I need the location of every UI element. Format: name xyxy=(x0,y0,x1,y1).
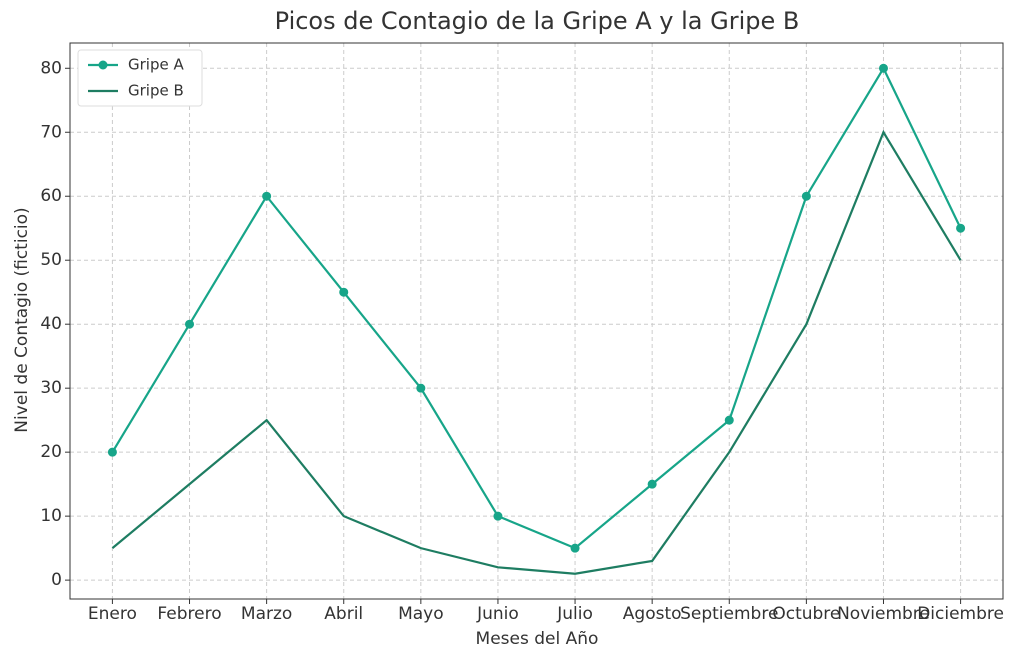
x-tick-label: Abril xyxy=(324,604,363,624)
x-tick-label: Octubre xyxy=(772,604,840,624)
legend-label: Gripe B xyxy=(128,82,184,100)
point xyxy=(262,191,272,201)
plot-frame xyxy=(69,42,1004,600)
y-tick-label: 80 xyxy=(40,58,62,78)
x-tick-label: Diciembre xyxy=(917,604,1004,624)
point xyxy=(570,543,580,553)
point xyxy=(878,63,888,73)
x-tick-label: Junio xyxy=(476,604,519,624)
point xyxy=(185,319,195,329)
x-tick-label: Mayo xyxy=(398,604,444,624)
x-tick-label: Febrero xyxy=(157,604,221,624)
x-tick-label: Noviembre xyxy=(837,604,930,624)
line xyxy=(111,65,962,550)
x-tick-label: Agosto xyxy=(623,604,682,624)
point xyxy=(107,447,117,457)
y-tick-label: 50 xyxy=(40,250,62,270)
y-tick-label: 10 xyxy=(40,506,62,526)
y-tick-label: 40 xyxy=(40,314,62,334)
x-tick-label: Enero xyxy=(88,604,137,624)
y-tick-label: 60 xyxy=(40,186,62,206)
point xyxy=(724,415,734,425)
chart-title: Picos de Contagio de la Gripe A y la Gri… xyxy=(275,7,800,35)
y-tick-label: 0 xyxy=(51,570,62,590)
x-tick-label: Septiembre xyxy=(680,604,778,624)
point xyxy=(956,223,966,233)
y-tick-label: 70 xyxy=(40,122,62,142)
x-axis-label: Meses del Año xyxy=(476,629,599,649)
x-tick-label: Julio xyxy=(556,604,593,624)
y-axis-label: Nivel de Contagio (ficticio) xyxy=(12,207,32,432)
point xyxy=(339,287,349,297)
y-tick-label: 20 xyxy=(40,442,62,462)
x-tick-label: Marzo xyxy=(241,604,292,624)
legend-label: Gripe A xyxy=(128,56,184,74)
point xyxy=(493,511,503,521)
point xyxy=(647,479,657,489)
point xyxy=(416,383,426,393)
line xyxy=(111,129,962,575)
y-tick-label: 30 xyxy=(40,378,62,398)
legend-marker xyxy=(98,60,108,70)
point xyxy=(801,191,811,201)
